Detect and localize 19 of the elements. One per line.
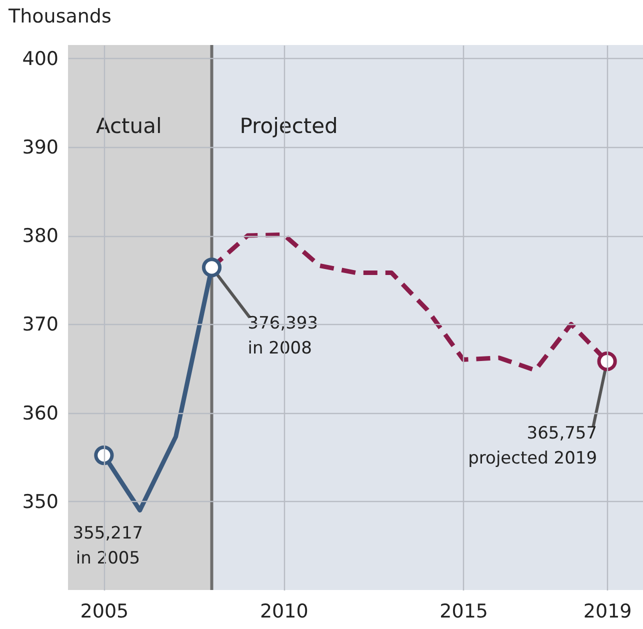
y-tick-label: 350 xyxy=(22,490,58,513)
point xyxy=(94,446,114,466)
x-tick-label: 2019 xyxy=(583,600,632,622)
annotation: 355,217 in 2005 xyxy=(72,523,144,568)
x-tick-label: 2015 xyxy=(440,600,488,622)
annotation: 376,393 in 2008 xyxy=(248,313,318,358)
x-tick-label: 2005 xyxy=(80,600,129,622)
y-tick-label: 370 xyxy=(22,314,58,336)
band-label: Projected xyxy=(240,114,338,138)
annotation: 365,757 projected 2019 xyxy=(468,423,598,468)
x-tick-label: 2010 xyxy=(260,600,308,622)
point xyxy=(202,258,222,278)
y-tick-label: 380 xyxy=(22,225,58,248)
point xyxy=(597,352,617,372)
y-tick-label: 390 xyxy=(22,136,58,158)
y-tick-label: 360 xyxy=(22,402,58,424)
y-axis-title: Thousands xyxy=(8,6,112,28)
y-tick-label: 400 xyxy=(22,48,58,70)
band-label: Actual xyxy=(96,114,162,138)
